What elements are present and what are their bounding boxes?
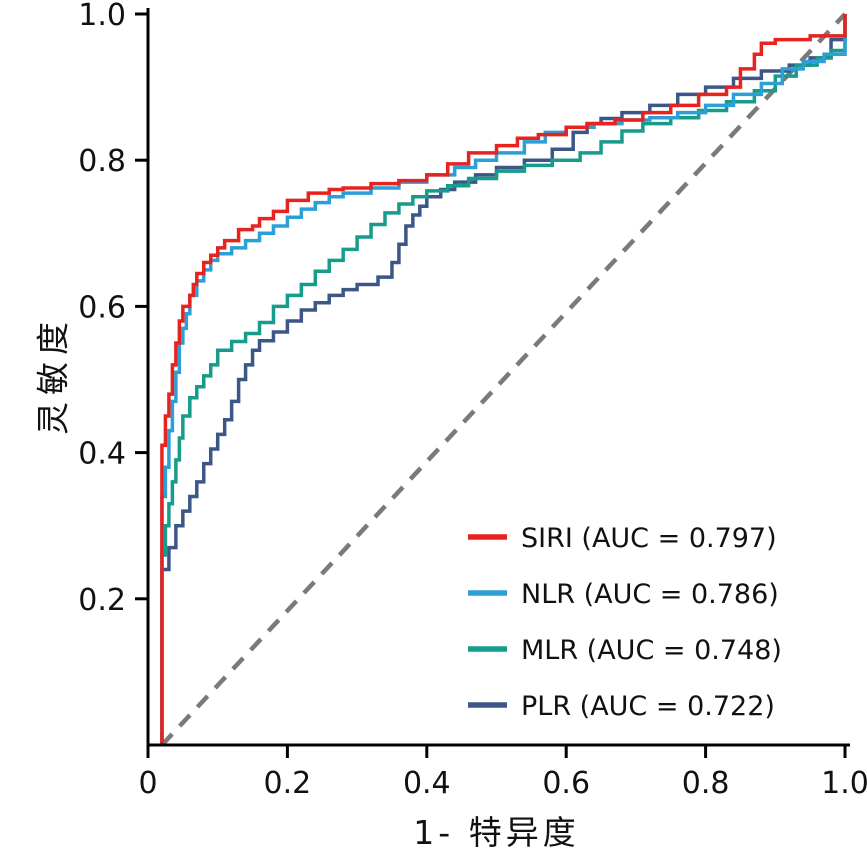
roc-curve-nlr	[160, 14, 847, 745]
y-tick-label: 0.4	[78, 437, 126, 472]
y-tick-label: 1.0	[78, 0, 126, 33]
y-tick-label: 0.6	[78, 290, 126, 325]
x-axis-title: 1- 特异度	[413, 813, 580, 852]
legend-label-plr: PLR (AUC = 0.722)	[521, 691, 775, 722]
y-axis-title: 灵敏度	[33, 315, 73, 435]
roc-curve-mlr	[160, 14, 847, 745]
roc-curve-siri	[160, 14, 847, 745]
y-tick-label: 0.8	[78, 144, 126, 179]
x-tick-label: 0	[138, 766, 157, 801]
x-tick-label: 0.6	[542, 766, 590, 801]
legend-label-mlr: MLR (AUC = 0.748)	[521, 635, 782, 666]
x-tick-label: 0.8	[682, 766, 730, 801]
legend-label-nlr: NLR (AUC = 0.786)	[521, 579, 779, 610]
y-tick-label: 0.2	[78, 583, 126, 618]
legend-label-siri: SIRI (AUC = 0.797)	[521, 523, 777, 554]
x-tick-label: 0.4	[403, 766, 451, 801]
x-tick-label: 0.2	[264, 766, 312, 801]
roc-curve-plr	[160, 14, 847, 745]
x-tick-label: 1.0	[821, 766, 867, 801]
reference-diagonal	[160, 12, 847, 747]
